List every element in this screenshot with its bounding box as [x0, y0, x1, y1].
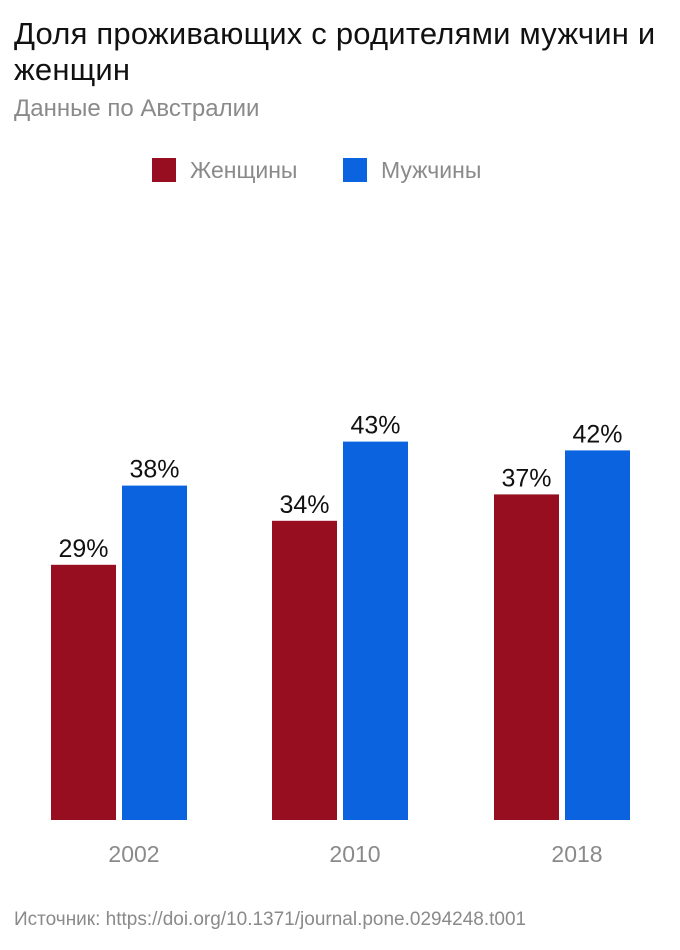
legend-label-women: Женщины — [190, 157, 298, 183]
x-tick-label-2018: 2018 — [551, 841, 602, 867]
source-note: Источник: https://doi.org/10.1371/journa… — [14, 909, 527, 930]
chart-title: Доля проживающих с родителями мужчин и ж… — [14, 16, 656, 87]
data-label-men-2002: 38% — [129, 456, 179, 484]
legend-label-men: Мужчины — [381, 157, 482, 183]
legend-swatch-men — [343, 158, 367, 182]
x-tick-label-2010: 2010 — [329, 841, 380, 867]
bar-women-2018 — [494, 494, 559, 820]
legend: Женщины Мужчины — [0, 155, 680, 187]
data-label-men-2010: 43% — [350, 412, 400, 440]
x-tick-label-2002: 2002 — [108, 841, 159, 867]
data-label-women-2018: 37% — [501, 464, 551, 492]
bar-men-2018 — [565, 450, 630, 820]
chart-subtitle: Данные по Австралии — [14, 95, 260, 122]
bar-men-2010 — [343, 441, 408, 820]
bar-women-2010 — [272, 520, 337, 820]
legend-swatch-women — [152, 158, 176, 182]
data-label-women-2002: 29% — [58, 535, 108, 563]
data-label-women-2010: 34% — [279, 491, 329, 519]
data-label-men-2018: 42% — [572, 420, 622, 448]
bar-chart: 29% 38% 2002 34% 43% 2010 37% 42% 2018 — [51, 412, 630, 867]
bar-men-2002 — [122, 485, 187, 820]
bar-women-2002 — [51, 564, 116, 820]
